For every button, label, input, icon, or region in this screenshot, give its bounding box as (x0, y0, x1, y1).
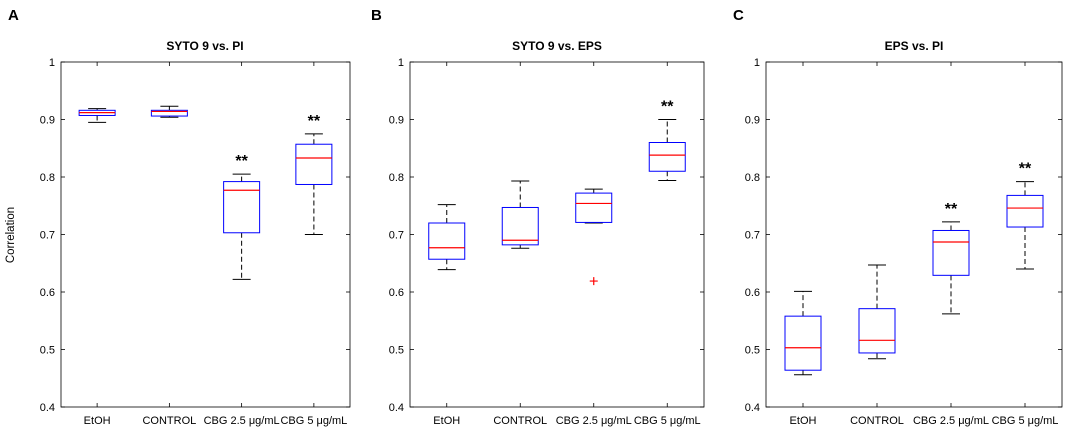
p2-box-1 (858, 308, 896, 354)
panel-b: B SYTO 9 vs. EPS 0.4 0.5 0.6 0.7 0.8 0.9 1 EtOH… (371, 7, 705, 427)
p0-ytick-label-1: 0.5 (40, 345, 55, 357)
p1-ytick-label-3: 0.7 (389, 230, 404, 242)
panel-a-title: SYTO 9 vs. PI (166, 39, 243, 53)
panel-a-ylabel: Correlation (5, 207, 17, 263)
panel-a-plot: 0.4 0.5 0.6 0.7 0.8 0.9 1 EtOH CONTROL CBG 2.5 μg… (40, 57, 351, 427)
p2-box-2 (932, 229, 970, 276)
p0-ytick-label-2: 0.6 (40, 287, 55, 299)
p1-box-1 (501, 206, 539, 246)
panel-b-title: SYTO 9 vs. EPS (512, 39, 602, 53)
p1-ytick-label-6: 1 (398, 57, 404, 69)
p1-box-3 (648, 142, 686, 172)
panel-a-letter: A (8, 7, 19, 24)
p1-ytick-label-2: 0.6 (389, 287, 404, 299)
p2-ytick-label-1: 0.5 (745, 345, 760, 357)
p0-significance-2: ** (235, 153, 248, 170)
panel-c-title: EPS vs. PI (885, 39, 944, 53)
p0-ytick-label-5: 0.9 (40, 115, 55, 127)
p2-significance-2: ** (945, 201, 958, 218)
p1-xtick-label-2: CBG 2.5 μg/mL (556, 415, 632, 427)
p2-ytick-label-2: 0.6 (745, 287, 760, 299)
p1-box-2 (575, 192, 613, 223)
panel-c-letter: C (733, 7, 744, 24)
p0-box-3 (295, 143, 333, 185)
p0-box-1 (150, 109, 188, 117)
p0-significance-3: ** (308, 113, 321, 130)
panel-a: A SYTO 9 vs. PI Correlation 0.4 0.5 0.6 0.7… (5, 7, 351, 427)
p1-xtick-label-3: CBG 5 μg/mL (634, 415, 701, 427)
p0-xtick-label-0: EtOH (84, 415, 111, 427)
p2-ytick-label-0: 0.4 (745, 402, 760, 414)
p0-xtick-label-2: CBG 2.5 μg/mL (204, 415, 280, 427)
p0-ytick-label-6: 1 (49, 57, 55, 69)
p1-ytick-label-5: 0.9 (389, 115, 404, 127)
p1-xtick-label-1: CONTROL (493, 415, 547, 427)
panel-b-plot: 0.4 0.5 0.6 0.7 0.8 0.9 1 EtOH CONTROL CBG 2.5 μg… (389, 57, 705, 427)
p2-box-0 (784, 315, 822, 371)
p0-ytick-label-3: 0.7 (40, 230, 55, 242)
p0-ytick-label-4: 0.8 (40, 172, 55, 184)
p2-xtick-label-1: CONTROL (850, 415, 904, 427)
p2-xtick-label-3: CBG 5 μg/mL (992, 415, 1059, 427)
p0-box-2 (223, 181, 261, 234)
p2-xtick-label-2: CBG 2.5 μg/mL (913, 415, 989, 427)
p2-box-3 (1006, 194, 1044, 228)
panel-c-plot: 0.4 0.5 0.6 0.7 0.8 0.9 1 EtOH CONTROL CBG 2.5 μg… (745, 57, 1063, 427)
p1-outlier-2-0 (589, 277, 598, 286)
p2-ytick-label-6: 1 (754, 57, 760, 69)
p1-ytick-label-1: 0.5 (389, 345, 404, 357)
p1-box-0 (428, 222, 466, 260)
p0-xtick-label-1: CONTROL (142, 415, 196, 427)
p2-ytick-label-5: 0.9 (745, 115, 760, 127)
p2-ytick-label-4: 0.8 (745, 172, 760, 184)
panel-c: C EPS vs. PI 0.4 0.5 0.6 0.7 0.8 0.9 1 EtOH CONT… (733, 7, 1063, 427)
p1-ytick-label-0: 0.4 (389, 402, 404, 414)
p1-ytick-label-4: 0.8 (389, 172, 404, 184)
p0-ytick-label-0: 0.4 (40, 402, 55, 414)
p2-significance-3: ** (1019, 161, 1032, 178)
p2-ytick-label-3: 0.7 (745, 230, 760, 242)
p2-xtick-label-0: EtOH (790, 415, 817, 427)
panel-b-letter: B (371, 7, 382, 24)
p0-xtick-label-3: CBG 5 μg/mL (280, 415, 347, 427)
p1-xtick-label-0: EtOH (433, 415, 460, 427)
p1-significance-3: ** (661, 99, 674, 116)
